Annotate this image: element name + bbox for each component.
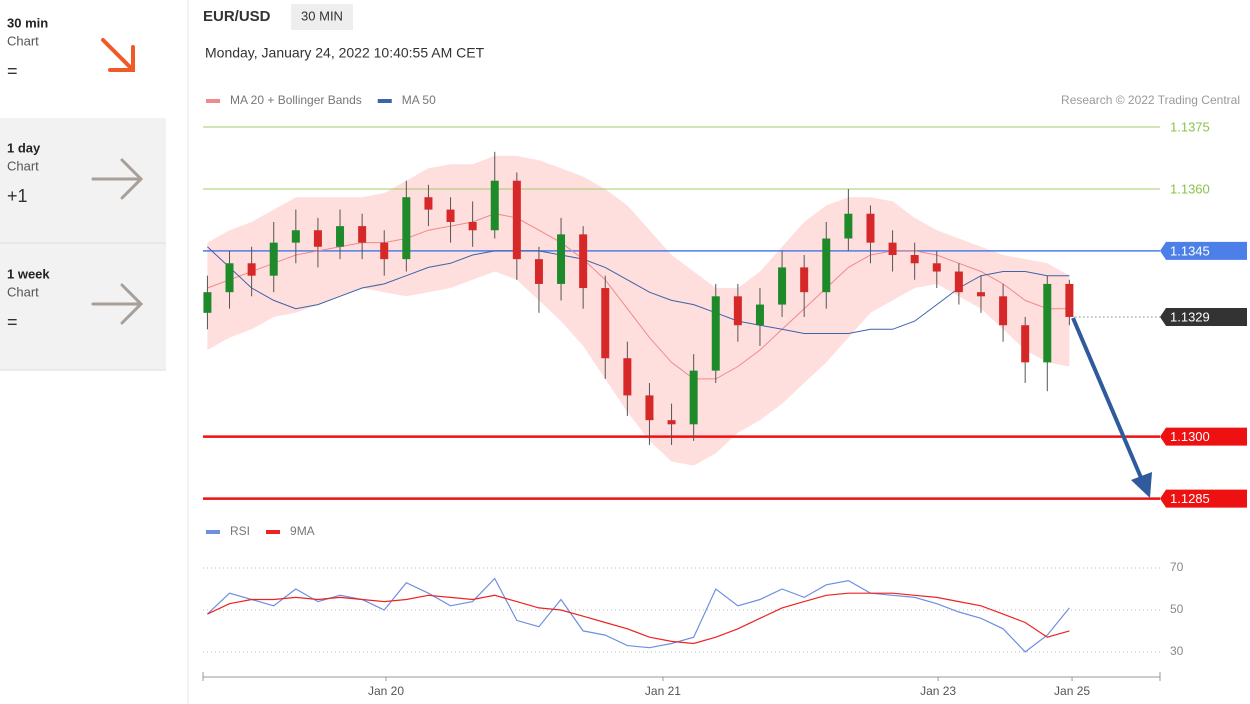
x-tick-label: Jan 20 <box>368 684 404 698</box>
candle-body <box>557 234 566 284</box>
symbol: EUR/USD <box>203 8 271 25</box>
level-label: 1.1285 <box>1170 491 1210 506</box>
level-tag <box>1160 489 1247 508</box>
candle-body <box>910 255 919 264</box>
candle-body <box>534 259 543 284</box>
candle-body <box>424 197 433 210</box>
level-label: 1.1300 <box>1170 429 1210 444</box>
period: 1 day <box>7 140 41 155</box>
x-tick-label: Jan 23 <box>920 684 956 698</box>
candle-body <box>866 213 875 243</box>
candle-body <box>733 296 742 326</box>
candle-body <box>932 263 941 272</box>
candle-body <box>778 267 787 305</box>
legend-swatch <box>266 530 281 534</box>
candle-body <box>1043 283 1052 363</box>
candle-body <box>800 267 809 293</box>
ma-line <box>207 246 1070 334</box>
plot: MA 20 + Bollinger Bands MA 50 1.1375 1.1360… <box>202 93 1247 698</box>
candle-body <box>999 296 1008 326</box>
candle-body <box>689 370 698 425</box>
series-line <box>206 577 1070 653</box>
candle-body <box>402 197 411 260</box>
legend-swatch <box>206 530 220 534</box>
legend-label: MA 20 + Bollinger Bands <box>230 93 362 107</box>
signal: = <box>7 61 18 81</box>
level-label: 1.1375 <box>1170 119 1210 134</box>
candle-body <box>976 292 985 297</box>
candle-body <box>755 304 764 326</box>
y-tick-label: 50 <box>1170 602 1184 616</box>
label: Chart <box>7 33 39 48</box>
legend-label: MA 50 <box>402 93 436 107</box>
candle-body <box>247 263 256 276</box>
level-tag <box>1160 427 1247 446</box>
timeframe-box[interactable] <box>291 4 353 30</box>
level-tag <box>1160 241 1247 260</box>
forecast-arrow <box>1071 317 1152 498</box>
candle-body <box>711 296 720 371</box>
arrow-icon <box>91 158 144 200</box>
x-tick-label: Jan 21 <box>645 684 681 698</box>
candle-body <box>623 358 632 396</box>
legend-label: RSI <box>230 524 250 538</box>
level-label: 1.1345 <box>1170 243 1210 258</box>
candle-body <box>380 242 389 260</box>
legend-swatch <box>377 99 392 103</box>
legend-label: 9MA <box>290 524 315 538</box>
date: Monday, January 24, 2022 10:40:55 AM CET <box>205 45 485 61</box>
candle-body <box>490 180 499 231</box>
candle-body <box>468 221 477 231</box>
candle-body <box>822 238 831 293</box>
candle-body <box>888 242 897 256</box>
y-tick-label: 30 <box>1170 644 1184 658</box>
ma-line <box>207 213 1070 380</box>
candle-body <box>203 292 212 313</box>
period: 1 week <box>7 266 50 281</box>
last-price-tag <box>1160 307 1247 326</box>
candle-body <box>358 226 367 243</box>
y-tick-label: 70 <box>1170 560 1184 574</box>
last-price-label: 1.1329 <box>1170 309 1210 324</box>
sidebar-item[interactable] <box>0 0 166 118</box>
credit: Research © 2022 Trading Central <box>1061 93 1240 107</box>
candle-body <box>313 230 322 247</box>
timeframe: 30 MIN <box>301 8 343 23</box>
candle-body <box>645 395 654 421</box>
candle-body <box>844 213 853 239</box>
series-line <box>207 592 1070 645</box>
signal: = <box>7 312 18 332</box>
bollinger-band <box>207 155 1070 466</box>
candle-body <box>225 263 234 293</box>
candle-body <box>667 420 676 425</box>
signal: +1 <box>7 186 28 206</box>
x-tick-label: Jan 25 <box>1054 684 1090 698</box>
legend-swatch <box>206 99 220 103</box>
period: 30 min <box>7 15 48 30</box>
candle-body <box>291 230 300 243</box>
candle-body <box>269 242 278 276</box>
label: Chart <box>7 158 39 173</box>
candle-body <box>601 288 610 359</box>
candle-body <box>512 180 521 260</box>
arrow-icon <box>101 38 135 72</box>
label: Chart <box>7 284 39 299</box>
level-label: 1.1360 <box>1170 181 1210 196</box>
candle-body <box>1065 283 1074 317</box>
candle-body <box>446 209 455 222</box>
candle-body <box>1021 325 1030 363</box>
candle-body <box>954 271 963 293</box>
arrow-icon <box>91 283 144 325</box>
candle-body <box>579 234 588 289</box>
sidebar-item[interactable] <box>0 243 166 370</box>
candle-body <box>336 226 345 247</box>
